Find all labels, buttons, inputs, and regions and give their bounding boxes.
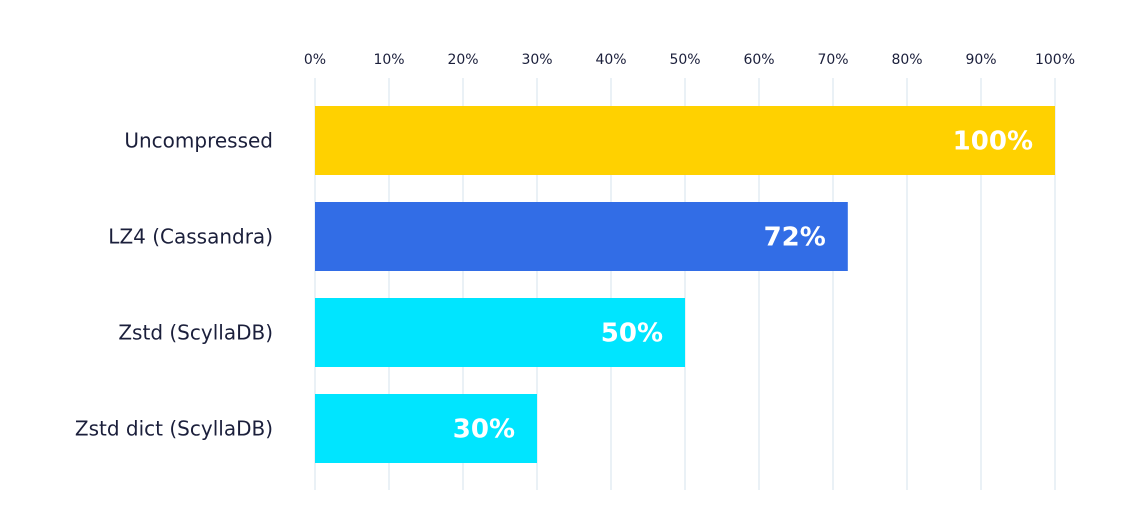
category-labels: Uncompressed LZ4 (Cassandra) Zstd (ScyllaD… [75, 129, 273, 441]
x-tick-label: 70% [817, 52, 848, 68]
category-label: Uncompressed [124, 129, 273, 153]
x-tick-label: 40% [595, 52, 626, 68]
category-label: Zstd (ScyllaDB) [118, 321, 273, 345]
bar-value-label: 72% [764, 223, 826, 253]
x-tick-label: 0% [304, 52, 326, 68]
bar [315, 298, 685, 367]
bar-value-label: 30% [453, 415, 515, 445]
x-tick-label: 60% [743, 52, 774, 68]
bar-value-label: 50% [601, 319, 663, 349]
x-tick-label: 20% [447, 52, 478, 68]
bar [315, 202, 848, 271]
category-label: Zstd dict (ScyllaDB) [75, 417, 273, 441]
x-tick-label: 30% [521, 52, 552, 68]
bars: 100% 72% 50% 30% [315, 106, 1055, 463]
x-tick-label: 100% [1035, 52, 1075, 68]
x-tick-label: 90% [965, 52, 996, 68]
x-tick-label: 50% [669, 52, 700, 68]
x-tick-label: 80% [891, 52, 922, 68]
bar [315, 106, 1055, 175]
bar [315, 394, 537, 463]
category-label: LZ4 (Cassandra) [108, 225, 273, 249]
x-axis-ticks: 0% 10% 20% 30% 40% 50% 60% 70% 80% 90% 100% [304, 52, 1075, 68]
x-tick-label: 10% [373, 52, 404, 68]
bar-value-label: 100% [953, 127, 1033, 157]
